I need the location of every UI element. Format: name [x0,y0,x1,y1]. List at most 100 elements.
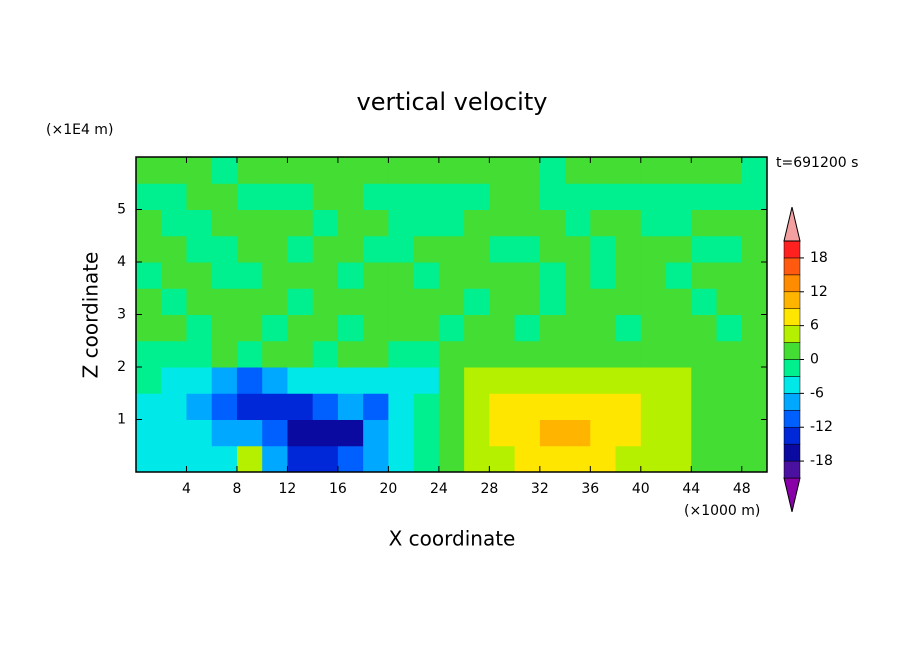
field-cell [136,340,162,368]
field-cell [666,393,692,420]
field-cell [262,262,288,289]
field-cell [161,288,187,315]
field-cell [489,314,516,342]
field-cell [312,367,339,394]
field-cell [565,157,591,184]
field-cell [539,367,566,394]
field-cell [590,209,617,237]
field-cell [136,209,162,237]
field-cell [565,288,591,315]
field-cell [413,235,440,263]
field-cell [615,419,642,447]
field-cell [716,367,743,394]
field-cell [136,445,162,473]
field-cell [211,314,238,342]
field-cell [716,314,743,342]
field-cell [287,288,314,315]
field-cell [236,288,263,315]
field-cell [438,393,465,420]
field-cell [211,262,238,289]
field-cell [489,393,516,420]
field-cell [211,183,238,210]
field-cell [312,235,339,263]
field-cell [489,235,516,263]
field-cell [565,367,591,394]
field-cell [691,314,718,342]
field-cell [337,445,364,473]
field-cell [363,183,389,210]
field-cell [565,209,591,237]
field-cell [615,393,642,420]
field-cell [136,314,162,342]
field-cell [464,445,490,473]
field-cell [413,288,440,315]
field-cell [539,340,566,368]
field-cell [363,209,389,237]
field-cell [741,209,768,237]
field-cell [666,262,692,289]
field-cell [413,157,440,184]
field-cell [312,340,339,368]
field-cell [464,367,490,394]
field-cell [666,235,692,263]
field-cell [615,157,642,184]
field-cell [464,340,490,368]
field-cell [565,183,591,210]
field-cell [186,288,213,315]
field-cell [615,340,642,368]
field-cell [413,314,440,342]
field-cell [464,393,490,420]
y-tick-label: 2 [117,359,126,375]
field-cell [741,288,768,315]
field-cell [514,157,541,184]
field-cell [615,235,642,263]
field-cell [211,235,238,263]
field-cell [161,209,187,237]
field-cell [464,209,490,237]
x-tick-label: 20 [379,481,397,497]
field-cell [236,393,263,420]
colorbar-box [783,426,801,445]
field-cell [337,209,364,237]
field-cell [539,419,566,447]
field-cell [438,262,465,289]
field-cell [615,288,642,315]
field-cell [136,393,162,420]
field-cell [136,367,162,394]
field-cell [741,157,768,184]
field-cell [691,235,718,263]
y-tick-label: 3 [117,307,126,323]
field-cell [413,393,440,420]
field-cell [262,314,288,342]
field-cell [186,262,213,289]
field-cell [363,340,389,368]
field-cell [236,314,263,342]
field-cell [615,209,642,237]
y-tick-label: 4 [117,254,126,270]
field-cell [590,393,617,420]
field-cell [136,262,162,289]
field-cell [716,393,743,420]
field-cell [590,235,617,263]
field-cell [363,393,389,420]
field-cell [186,367,213,394]
field-cell [590,314,617,342]
colorbar-triangle [783,207,801,242]
field-cell [388,288,415,315]
field-cell [337,262,364,289]
field-cell [287,157,314,184]
field-cell [211,157,238,184]
field-cell [691,419,718,447]
colorbar-label: -6 [810,385,824,401]
field-cell [287,262,314,289]
field-cell [312,209,339,237]
colorbar-box [783,325,801,343]
field-cell [464,314,490,342]
field-cell [136,183,162,210]
field-cell [337,367,364,394]
field-cell [438,445,465,473]
field-cell [741,419,768,447]
field-cell [640,209,667,237]
field-cell [136,288,162,315]
